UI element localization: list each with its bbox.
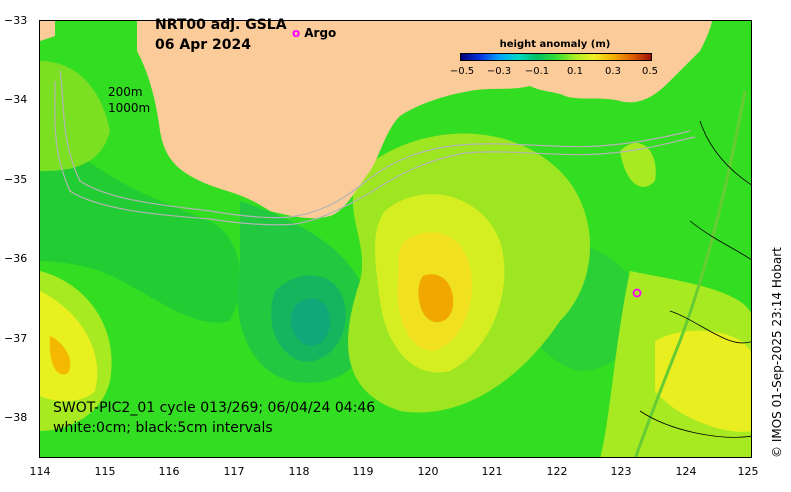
isobath-1000m: [54, 80, 696, 226]
argo-legend-label: Argo: [304, 26, 337, 40]
anomaly-region-high-southeast-core: [655, 330, 751, 432]
anomaly-eddy-anticyclonic-peak: [418, 274, 454, 323]
x-tick-label: 119: [352, 465, 374, 478]
x-tick-label: 121: [481, 465, 503, 478]
y-tick-label: −36: [4, 252, 28, 265]
map-panel: [39, 20, 752, 458]
x-tick-label: 116: [158, 465, 180, 478]
x-tick-label: 120: [417, 465, 439, 478]
anomaly-eddy-west-core: [40, 291, 98, 401]
x-tick-label: 118: [288, 465, 310, 478]
x-tick-label: 117: [223, 465, 245, 478]
swot-contour-black-3: [669, 310, 751, 344]
map-date: 06 Apr 2024: [155, 37, 251, 53]
y-tick-label: −37: [4, 332, 28, 345]
map-title: NRT00 adj. GSLA: [155, 17, 287, 33]
anomaly-eddy-cyclonic-core: [290, 298, 330, 346]
contour-legend-caption: white:0cm; black:5cm intervals: [53, 420, 273, 436]
land-australia: [137, 21, 712, 219]
y-tick-label: −34: [4, 93, 28, 106]
swot-swath-edge: [634, 90, 747, 457]
swot-caption: SWOT-PIC2_01 cycle 013/269; 06/04/24 04:…: [53, 400, 376, 416]
land-island: [40, 21, 55, 41]
swot-contour-black-1: [699, 120, 751, 186]
x-tick-label: 124: [675, 465, 697, 478]
x-tick-label: 114: [29, 465, 51, 478]
colorbar-tick-label: −0.3: [486, 66, 512, 77]
colorbar-tick-label: 0.5: [642, 66, 658, 77]
anomaly-eddy-west-peak: [49, 336, 71, 375]
sea-level-map: [40, 21, 751, 457]
x-tick-label: 122: [546, 465, 568, 478]
isobath-label-1000m: 1000m: [108, 101, 151, 115]
x-tick-label: 123: [610, 465, 632, 478]
y-tick-label: −35: [4, 173, 28, 186]
argo-legend-marker-icon: o: [292, 26, 301, 40]
colorbar-tick-label: 0.3: [605, 66, 621, 77]
argo-float-marker: [632, 288, 642, 298]
colorbar: [460, 53, 652, 61]
argo-legend: o Argo: [292, 26, 336, 40]
colorbar-tick-label: −0.5: [449, 66, 475, 77]
anomaly-region-low-west: [40, 121, 241, 323]
swot-contour-black-2: [689, 220, 751, 261]
swot-contour-black-4: [639, 410, 751, 438]
x-tick-label: 125: [737, 465, 759, 478]
anomaly-region-high-northwest: [40, 61, 110, 171]
isobath-label-200m: 200m: [108, 85, 143, 99]
anomaly-region-high-northeast: [620, 142, 656, 187]
colorbar-tick-label: 0.1: [567, 66, 583, 77]
colorbar-title: height anomaly (m): [499, 39, 611, 50]
isobath-200m: [59, 70, 691, 219]
copyright-notice: © IMOS 01-Sep-2025 23:14 Hobart: [770, 247, 784, 458]
y-tick-label: −33: [4, 14, 28, 27]
x-tick-label: 115: [94, 465, 116, 478]
y-tick-label: −38: [4, 411, 28, 424]
colorbar-tick-label: −0.1: [524, 66, 550, 77]
